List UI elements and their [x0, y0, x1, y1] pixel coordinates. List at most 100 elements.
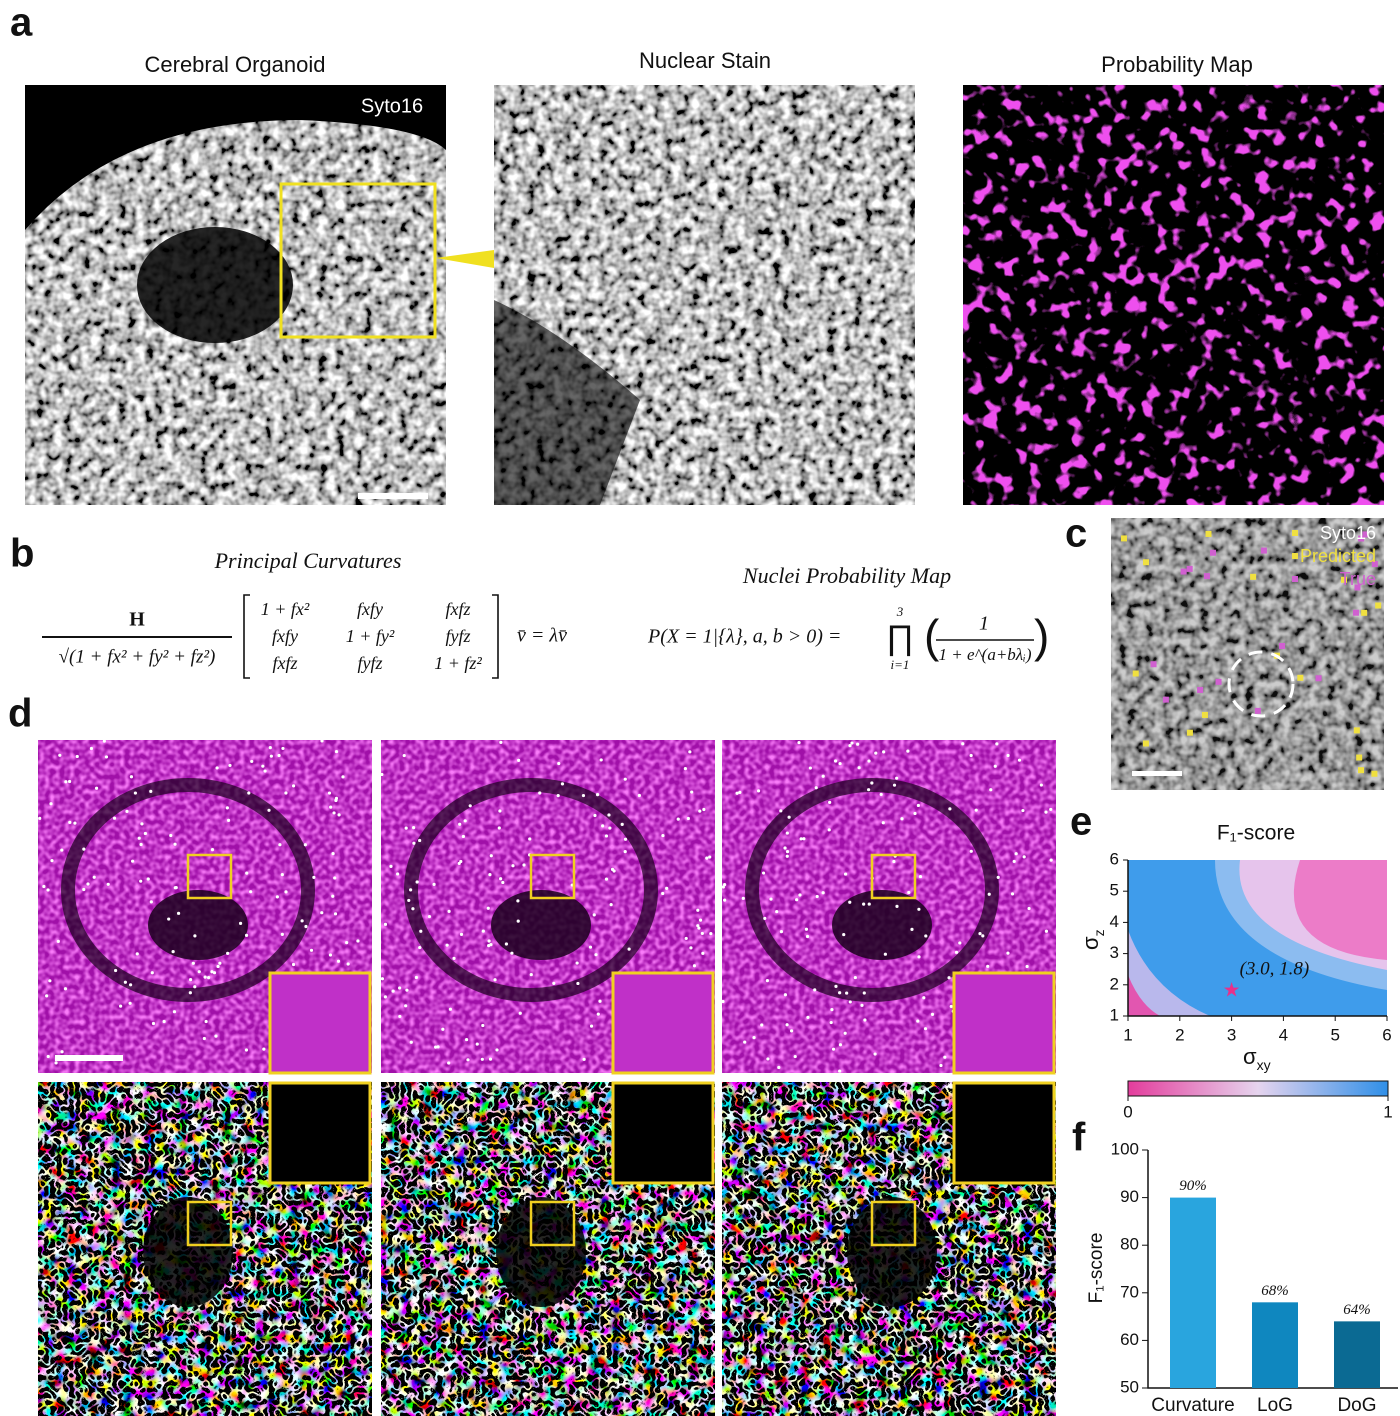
nucleus-dot — [701, 952, 704, 955]
nucleus-dot — [428, 915, 431, 918]
nucleus-dot — [469, 804, 472, 807]
nucleus-dot — [409, 888, 412, 891]
nucleus-dot — [1027, 907, 1030, 910]
nucleus-dot — [128, 1002, 131, 1005]
nucleus-dot — [797, 741, 800, 744]
figure: a b c d e f Cerebral Organoid Nuclear St… — [0, 0, 1400, 1416]
nucleus-dot — [705, 857, 708, 860]
nucleus-dot — [816, 895, 819, 898]
nucleus-dot — [685, 937, 688, 940]
nucleus-dot — [900, 817, 903, 820]
nucleus-dot — [68, 821, 71, 824]
detection-dot — [1121, 535, 1127, 541]
value-label: 64% — [1343, 1302, 1371, 1318]
nucleus-dot — [410, 1041, 413, 1044]
nucleus-dot — [218, 962, 221, 965]
nucleus-dot — [783, 846, 786, 849]
detection-dot — [1261, 548, 1267, 554]
nucleus-dot — [736, 792, 739, 795]
nucleus-dot — [304, 925, 307, 928]
nucleus-dot — [320, 739, 323, 742]
nucleus-dot — [245, 934, 248, 937]
nucleus-dot — [1044, 811, 1047, 814]
nucleus-dot — [103, 739, 106, 742]
nucleus-dot — [516, 899, 519, 902]
nucleus-dot — [638, 794, 641, 797]
nucleus-dot — [446, 944, 449, 947]
detection-dot — [1356, 755, 1362, 761]
nucleus-dot — [530, 973, 533, 976]
image-tile — [381, 1082, 715, 1416]
nucleus-dot — [380, 773, 383, 776]
nucleus-dot — [708, 855, 711, 858]
detection-dot — [1358, 767, 1364, 773]
image-title: Nuclear Stain — [639, 48, 771, 73]
image-title: Cerebral Organoid — [145, 52, 326, 77]
nucleus-dot — [60, 1050, 63, 1053]
lower: i=1 — [891, 657, 910, 672]
nucleus-dot — [136, 952, 139, 955]
nucleus-dot — [452, 957, 455, 960]
nucleus-dot — [329, 806, 332, 809]
nucleus-dot — [226, 806, 229, 809]
nucleus-dot — [498, 826, 501, 829]
bar — [1252, 1302, 1298, 1388]
denominator: √(1 + fx² + fy² + fz²) — [59, 646, 216, 667]
nucleus-dot — [347, 962, 350, 965]
nucleus-dot — [464, 819, 467, 822]
nucleus-dot — [608, 826, 611, 829]
nucleus-dot — [1015, 852, 1018, 855]
nucleus-dot — [995, 742, 998, 745]
nucleus-dot — [813, 988, 816, 991]
nucleus-dot — [752, 1036, 755, 1039]
nucleus-dot — [76, 755, 79, 758]
symbol: σ — [1078, 936, 1103, 950]
image-tile — [38, 1082, 372, 1416]
nucleus-dot — [482, 930, 485, 933]
detection-image: Syto16PredictedTrue — [1111, 518, 1384, 790]
nucleus-dot — [779, 809, 782, 812]
x-tick-label: 2 — [1175, 1025, 1184, 1044]
nucleus-dot — [57, 940, 60, 943]
detection-dot — [1187, 730, 1193, 736]
nucleus-dot — [481, 1024, 484, 1027]
nucleus-dot — [50, 859, 53, 862]
inset — [270, 1083, 370, 1183]
nucleus-dot — [262, 1048, 265, 1051]
nucleus-dot — [119, 1005, 122, 1008]
nucleus-dot — [1018, 759, 1021, 762]
lumen — [491, 890, 591, 960]
nucleus-dot — [177, 912, 180, 915]
detection-dot — [1375, 602, 1381, 608]
nucleus-dot — [459, 860, 462, 863]
nucleus-dot — [786, 831, 789, 834]
detection-dot — [1205, 531, 1211, 537]
detection-dot — [1151, 661, 1157, 667]
lumen — [832, 890, 932, 960]
x-tick-label: 1 — [1123, 1025, 1132, 1044]
nucleus-dot — [511, 864, 514, 867]
nucleus-dot — [216, 965, 219, 968]
nucleus-dot — [54, 1061, 57, 1064]
nucleus-dot — [576, 982, 579, 985]
nucleus-dot — [189, 978, 192, 981]
nucleus-dot — [134, 791, 137, 794]
nucleus-dot — [696, 924, 699, 927]
y-tick-label: 70 — [1120, 1282, 1139, 1301]
nucleus-dot — [1049, 808, 1052, 811]
nucleus-dot — [68, 780, 71, 783]
nucleus-dot — [698, 810, 701, 813]
nucleus-dot — [805, 928, 808, 931]
panel-label: d — [8, 692, 32, 736]
nucleus-dot — [677, 818, 680, 821]
nucleus-dot — [838, 991, 841, 994]
nucleus-dot — [460, 933, 463, 936]
nucleus-dot — [38, 817, 41, 820]
nucleus-dot — [466, 1058, 469, 1061]
y-tick-label: 3 — [1110, 943, 1119, 962]
nucleus-dot — [310, 949, 313, 952]
nucleus-dot — [493, 978, 496, 981]
lumen — [137, 227, 293, 343]
nucleus-dot — [281, 873, 284, 876]
nucleus-dot — [447, 1061, 450, 1064]
